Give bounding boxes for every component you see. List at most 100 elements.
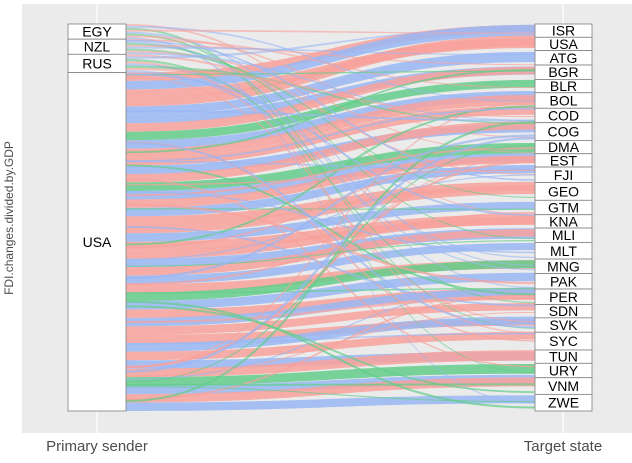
flow-band (126, 164, 535, 217)
x-tick-target-state: Target state (524, 438, 602, 455)
flow-line (125, 134, 536, 280)
flow-band (126, 54, 535, 176)
flow-line (125, 297, 536, 324)
target-stratum-label: SVK (549, 317, 578, 333)
flow-band (126, 37, 535, 404)
flow-band (126, 121, 535, 183)
flow-line (125, 383, 536, 387)
flow-band (126, 31, 535, 266)
target-stratum-label: BLR (550, 78, 577, 94)
strata-layer: EGYNZLRUSUSAISRUSAATGBGRBLRBOLCODCOGDMAE… (67, 23, 593, 412)
target-stratum-label: DMA (548, 139, 580, 155)
target-stratum-label: ATG (550, 50, 578, 66)
sender-stratum-label: EGY (82, 24, 112, 40)
target-stratum-label: KNA (549, 213, 578, 229)
target-stratum-label: TUN (549, 349, 578, 365)
target-stratum-label: MNG (547, 258, 580, 274)
flow-line (125, 305, 536, 394)
flow-line (125, 73, 536, 216)
target-stratum-label: COD (548, 107, 579, 123)
flow-line (125, 164, 536, 296)
flow-band (126, 67, 535, 118)
flow-line (125, 386, 536, 403)
flow-band (126, 24, 535, 90)
flow-line (125, 39, 536, 181)
flow-band (126, 28, 535, 59)
target-stratum-label: BGR (548, 64, 578, 80)
sender-stratum-label: RUS (82, 55, 112, 71)
flow-band (126, 94, 535, 158)
sender-stratum-label: NZL (84, 39, 111, 55)
flow-band (126, 44, 535, 66)
sender-stratum-label: USA (83, 234, 112, 250)
flow-band (126, 48, 535, 198)
x-tick-primary-sender: Primary sender (46, 438, 148, 455)
sender-stratum (67, 72, 127, 412)
target-stratum-label: EST (550, 152, 578, 168)
flow-band (126, 39, 535, 89)
flow-line (125, 105, 536, 246)
flow-line (125, 136, 536, 373)
target-stratum-label: PAK (550, 273, 578, 289)
flow-line (125, 110, 536, 122)
flow-band (126, 42, 535, 240)
flow-line (125, 178, 536, 368)
target-stratum-label: MLI (552, 227, 575, 243)
flow-line (125, 287, 536, 380)
flow-band (126, 70, 535, 271)
flow-band (126, 27, 535, 374)
flow-band (126, 46, 535, 56)
flow-line (125, 174, 536, 261)
flow-band (126, 52, 535, 122)
flow-line (125, 203, 536, 285)
flow-line (125, 226, 536, 307)
flow-band (126, 61, 535, 334)
flow-line (125, 300, 536, 409)
flow-line (125, 240, 536, 267)
target-stratum-label: USA (549, 36, 578, 52)
flow-band (126, 51, 535, 115)
flow-line (125, 107, 536, 163)
flow-band (126, 35, 535, 107)
flow-line (125, 332, 536, 345)
target-stratum-label: SYC (549, 333, 578, 349)
flow-band (126, 65, 535, 125)
target-stratum-label: SDN (549, 303, 579, 319)
flow-band (126, 50, 535, 154)
flow-band (126, 331, 535, 361)
target-stratum-label: GTM (548, 200, 579, 216)
flow-band (126, 260, 535, 301)
flow-line (125, 156, 536, 249)
target-stratum-label: URY (549, 363, 579, 379)
target-stratum-label: ZWE (548, 395, 579, 411)
flow-line (125, 311, 536, 377)
target-stratum-label: PER (549, 289, 578, 305)
target-stratum-label: MLT (550, 243, 577, 259)
target-stratum-label: GEO (548, 183, 579, 199)
flow-line (125, 76, 536, 323)
target-stratum-label: VNM (548, 378, 579, 394)
flow-band (126, 395, 535, 411)
flow-band (126, 41, 535, 289)
flow-band (126, 63, 535, 259)
flow-line (125, 169, 536, 186)
flow-band (126, 363, 535, 386)
flow-line (125, 191, 536, 254)
target-stratum-label: ISR (552, 23, 575, 39)
target-stratum-label: FJI (554, 167, 573, 183)
flow-band (126, 24, 535, 216)
y-axis-label: FDI.changes.divided.by.GDP (2, 141, 16, 295)
flow-line (125, 211, 536, 286)
flow-line (125, 70, 536, 76)
flow-band (126, 66, 535, 132)
target-stratum-label: COG (548, 124, 580, 140)
flow-band (126, 303, 535, 335)
target-stratum-label: BOL (549, 93, 577, 109)
flows-layer (125, 24, 536, 411)
flow-line (125, 160, 536, 171)
flow-line (125, 101, 536, 368)
flow-band (126, 216, 535, 259)
flow-band (126, 58, 535, 304)
target-stratum (534, 393, 593, 412)
